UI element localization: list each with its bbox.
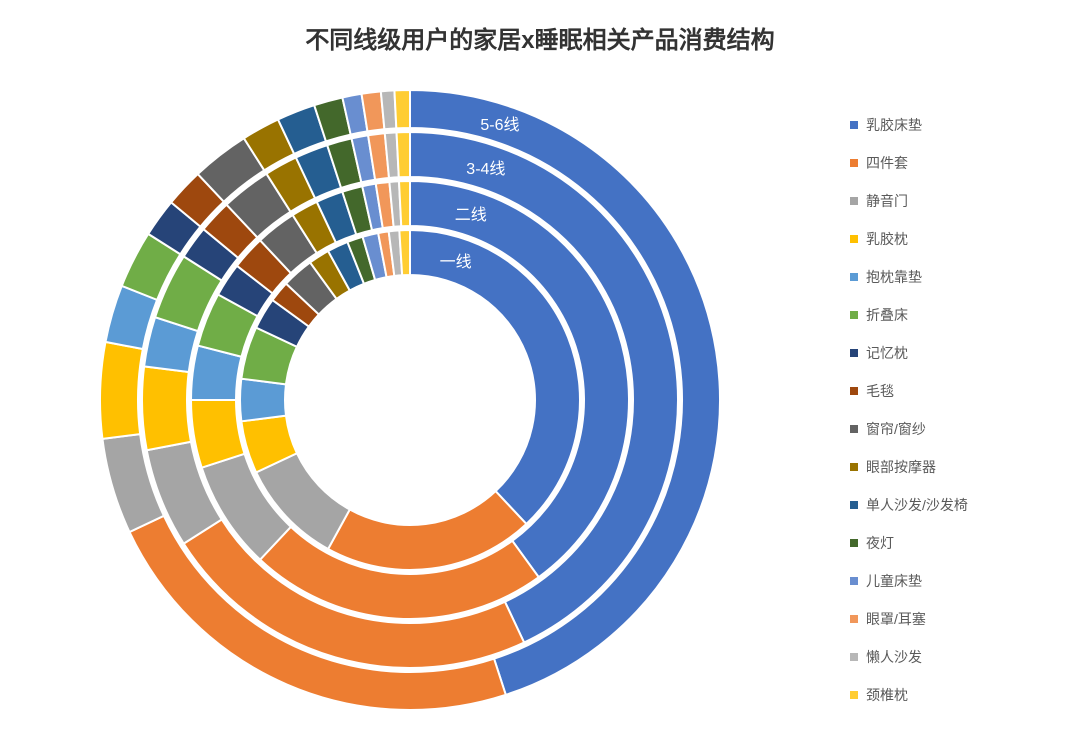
legend-label: 抱枕靠垫 — [866, 267, 922, 287]
legend-marker — [850, 577, 858, 585]
legend-marker — [850, 121, 858, 129]
legend-item: 静音门 — [850, 191, 968, 211]
legend-marker — [850, 425, 858, 433]
legend-item: 四件套 — [850, 153, 968, 173]
slice — [394, 90, 410, 128]
legend-marker — [850, 197, 858, 205]
chart-container: 不同线级用户的家居x睡眠相关产品消费结构 一线 二线 3-4线 5-6线 乳胶床垫四件… — [0, 0, 1080, 752]
legend-label: 折叠床 — [866, 305, 908, 325]
legend-item: 儿童床垫 — [850, 571, 968, 591]
legend-label: 四件套 — [866, 153, 908, 173]
legend-item: 懒人沙发 — [850, 647, 968, 667]
slice — [100, 342, 143, 439]
legend-marker — [850, 235, 858, 243]
legend-marker — [850, 159, 858, 167]
legend-marker — [850, 349, 858, 357]
legend: 乳胶床垫四件套静音门乳胶枕抱枕靠垫折叠床记忆枕毛毯窗帘/窗纱眼部按摩器单人沙发/… — [850, 115, 968, 723]
legend-marker — [850, 691, 858, 699]
legend-item: 乳胶床垫 — [850, 115, 968, 135]
slice — [240, 379, 286, 422]
legend-item: 抱枕靠垫 — [850, 267, 968, 287]
slice — [399, 230, 410, 275]
legend-item: 颈椎枕 — [850, 685, 968, 705]
legend-marker — [850, 273, 858, 281]
legend-label: 颈椎枕 — [866, 685, 908, 705]
legend-label: 夜灯 — [866, 533, 894, 553]
legend-label: 单人沙发/沙发椅 — [866, 495, 968, 515]
legend-item: 夜灯 — [850, 533, 968, 553]
ring-label: 二线 — [455, 201, 487, 225]
ring-label: 3-4线 — [466, 155, 505, 179]
legend-marker — [850, 311, 858, 319]
legend-item: 乳胶枕 — [850, 229, 968, 249]
legend-marker — [850, 539, 858, 547]
legend-item: 眼罩/耳塞 — [850, 609, 968, 629]
legend-label: 眼罩/耳塞 — [866, 609, 926, 629]
legend-label: 懒人沙发 — [866, 647, 922, 667]
legend-marker — [850, 615, 858, 623]
slice — [399, 181, 410, 226]
legend-marker — [850, 463, 858, 471]
legend-label: 毛毯 — [866, 381, 894, 401]
legend-marker — [850, 387, 858, 395]
legend-item: 毛毯 — [850, 381, 968, 401]
legend-label: 窗帘/窗纱 — [866, 419, 926, 439]
slice — [142, 366, 191, 450]
chart-title: 不同线级用户的家居x睡眠相关产品消费结构 — [0, 20, 1080, 55]
legend-item: 单人沙发/沙发椅 — [850, 495, 968, 515]
legend-label: 乳胶枕 — [866, 229, 908, 249]
legend-label: 乳胶床垫 — [866, 115, 922, 135]
legend-marker — [850, 653, 858, 661]
legend-label: 儿童床垫 — [866, 571, 922, 591]
legend-label: 眼部按摩器 — [866, 457, 936, 477]
legend-label: 静音门 — [866, 191, 908, 211]
ring-label: 5-6线 — [480, 111, 519, 135]
donut-chart-area: 一线 二线 3-4线 5-6线 — [100, 90, 720, 710]
ring-label: 一线 — [440, 248, 472, 272]
legend-item: 折叠床 — [850, 305, 968, 325]
legend-item: 窗帘/窗纱 — [850, 419, 968, 439]
donut-svg — [100, 90, 720, 710]
legend-item: 记忆枕 — [850, 343, 968, 363]
legend-label: 记忆枕 — [866, 343, 908, 363]
slice — [397, 132, 410, 177]
legend-marker — [850, 501, 858, 509]
legend-item: 眼部按摩器 — [850, 457, 968, 477]
